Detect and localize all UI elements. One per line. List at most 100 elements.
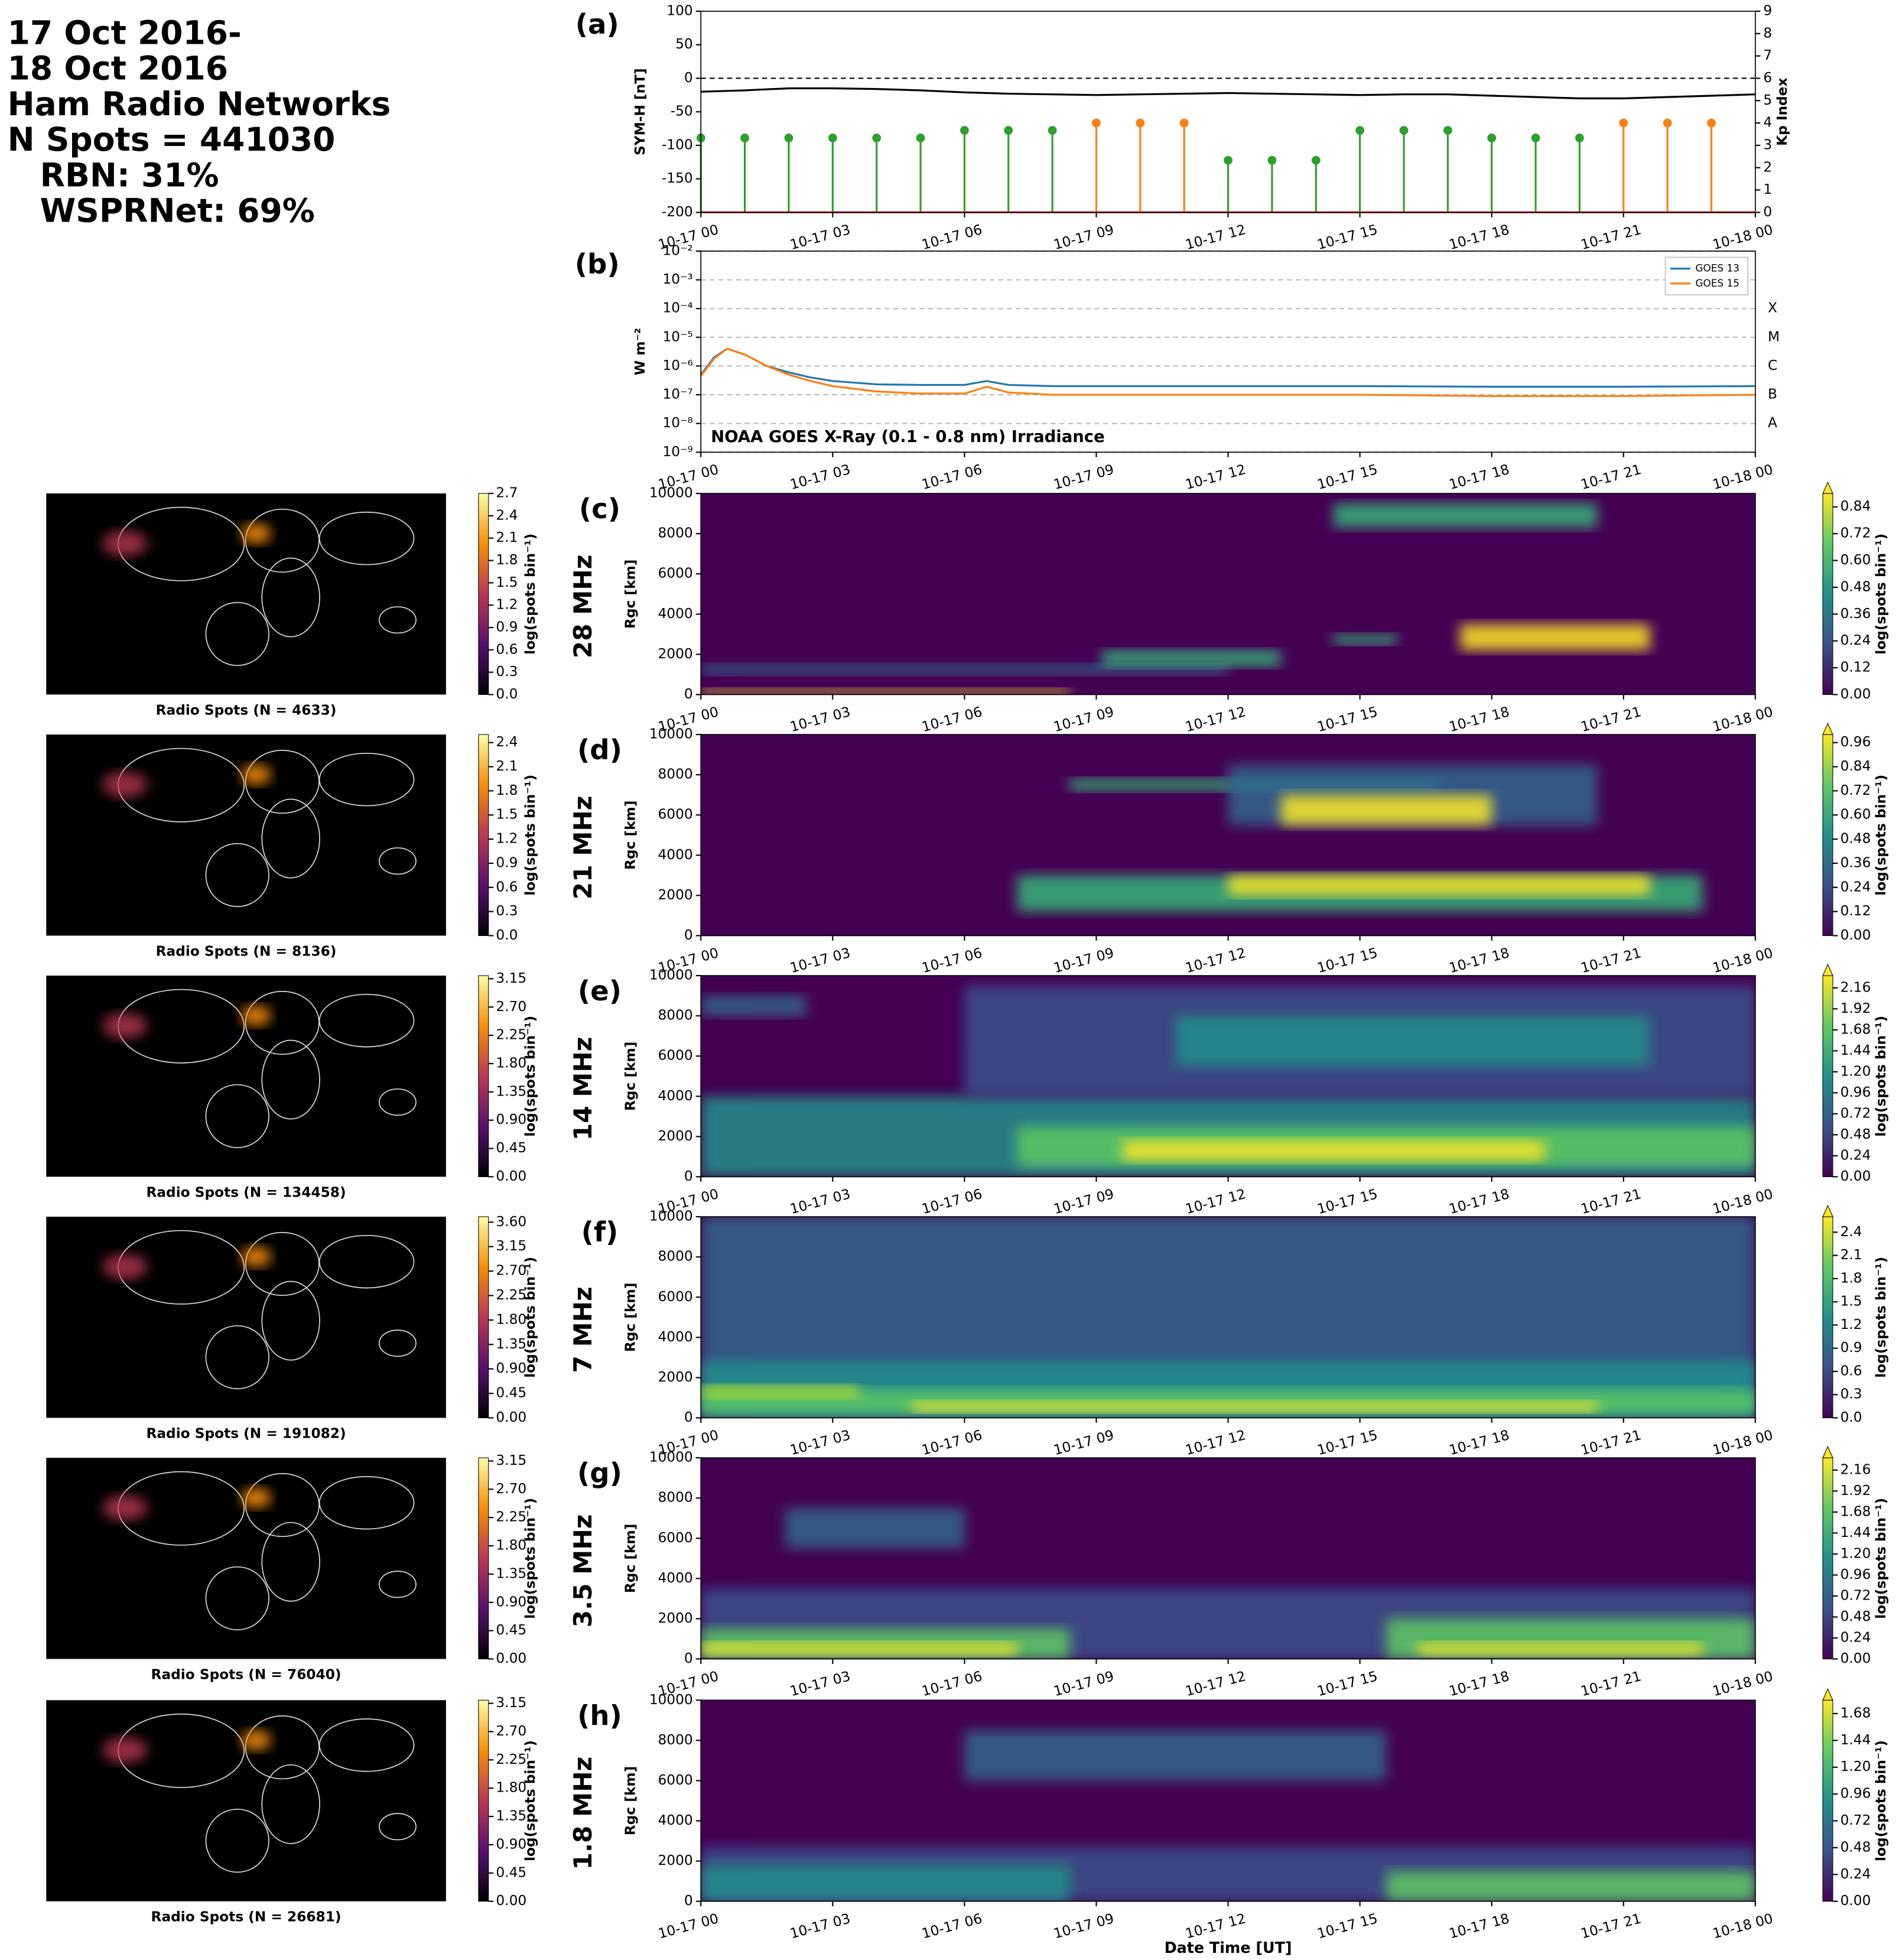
x-tick-label: 10-17 12 xyxy=(1183,1427,1247,1458)
y-tick-label: 0 xyxy=(684,686,693,702)
colorbar-tick-label: 0.24 xyxy=(1841,1866,1871,1882)
x-tick-label: 10-18 00 xyxy=(1711,222,1775,253)
colorbar-tick-label: 2.7 xyxy=(496,485,518,501)
colorbar-tick-label: 1.8 xyxy=(496,552,518,568)
heatmap-texture xyxy=(1280,795,1492,825)
y-tick-label: 0 xyxy=(684,1650,693,1666)
colorbar-tick-label: 1.92 xyxy=(1841,1000,1871,1016)
y-tick-label: 7 xyxy=(1763,47,1772,63)
y-tick-label: 8000 xyxy=(658,1490,693,1506)
colorbar-tick-label: 0.90 xyxy=(496,1836,526,1852)
colorbar-tick-label: 2.1 xyxy=(496,529,518,545)
x-tick-label: 10-17 06 xyxy=(920,461,984,493)
colorbar xyxy=(478,1216,489,1419)
colorbar-tick-label: 1.2 xyxy=(496,597,518,613)
x-tick-label: 10-18 00 xyxy=(1711,1427,1775,1458)
colorbar-tick-label: 1.68 xyxy=(1841,1021,1871,1037)
colorbar-tick-label: 0.00 xyxy=(496,1409,526,1425)
y-axis-label: Rgc [km] xyxy=(622,1524,638,1593)
band-label: 28 MHz xyxy=(568,555,597,659)
y-tick-label: 5 xyxy=(1763,92,1772,108)
header-line: 18 Oct 2016 xyxy=(8,50,228,87)
x-tick-label: 10-17 06 xyxy=(920,945,984,976)
band-label: 21 MHz xyxy=(568,796,597,900)
x-tick-label: 10-17 15 xyxy=(1315,222,1379,253)
colorbar-tick-label: 0.12 xyxy=(1841,659,1871,675)
colorbar-tick-label: 1.35 xyxy=(496,1808,526,1824)
colorbar-tick-label: 0.72 xyxy=(1841,782,1871,798)
x-tick-label: 10-17 06 xyxy=(920,1427,984,1458)
colorbar-tick-label: 0.9 xyxy=(496,854,518,870)
colorbar-tick-label: 0.6 xyxy=(496,879,518,895)
map-outline xyxy=(245,1715,320,1780)
map-outline xyxy=(245,508,320,573)
band-label: 7 MHz xyxy=(568,1286,597,1373)
colorbar-tick-label: 0.45 xyxy=(496,1385,526,1401)
y2-axis-label: Kp Index xyxy=(1774,78,1790,146)
kp-marker xyxy=(872,134,882,142)
map-spots xyxy=(102,1495,148,1520)
flare-class-label: A xyxy=(1768,415,1777,431)
x-tick-label: 10-18 00 xyxy=(1711,1186,1775,1217)
colorbar-tick-label: 1.68 xyxy=(1841,1503,1871,1519)
heatmap-texture xyxy=(1228,875,1650,896)
kp-marker xyxy=(784,134,794,142)
y-tick-label: 10000 xyxy=(649,1692,693,1708)
y-tick-label: 10000 xyxy=(649,1449,693,1465)
map-outline xyxy=(261,557,320,638)
colorbar-tick-label: 1.35 xyxy=(496,1083,526,1099)
colorbar xyxy=(1822,1457,1833,1660)
legend-box xyxy=(1664,256,1749,295)
kp-marker xyxy=(960,126,969,135)
x-tick-label: 10-17 06 xyxy=(920,704,984,735)
colorbar-label: log(spots bin⁻¹) xyxy=(1873,534,1889,655)
heatmap-texture xyxy=(701,996,807,1016)
heatmap xyxy=(701,734,1755,936)
colorbar-tick-label: 0.3 xyxy=(496,903,518,919)
colorbar xyxy=(478,493,489,695)
map-outline xyxy=(261,1522,320,1602)
kp-marker xyxy=(1048,126,1057,135)
y-tick-label: 10⁻⁷ xyxy=(662,386,692,402)
flare-class-label: X xyxy=(1768,300,1777,316)
panel-label: (h) xyxy=(577,1699,622,1731)
colorbar-tick-label: 2.70 xyxy=(496,999,526,1015)
kp-marker xyxy=(1663,118,1672,128)
y-tick-label: 2000 xyxy=(658,1852,693,1868)
y-tick-label: 10⁻⁵ xyxy=(662,329,692,344)
y-tick-label: 10⁻⁶ xyxy=(662,357,692,373)
colorbar-tick-label: 0.6 xyxy=(1841,1363,1862,1379)
x-tick-label: 10-17 06 xyxy=(920,1668,984,1699)
y-axis-label: Rgc [km] xyxy=(622,801,638,870)
colorbar-tick-label: 0.00 xyxy=(1841,1893,1871,1909)
y-tick-label: 8000 xyxy=(658,1007,693,1023)
colorbar-tick-label: 2.25 xyxy=(496,1027,526,1043)
colorbar-tick-label: 1.44 xyxy=(1841,1525,1871,1540)
x-tick-label: 10-17 03 xyxy=(788,1668,852,1699)
colorbar-label: log(spots bin⁻¹) xyxy=(522,1016,538,1137)
x-tick-label: 10-17 21 xyxy=(1579,704,1643,735)
kp-marker xyxy=(1311,155,1321,165)
y-tick-label: 0 xyxy=(1763,204,1772,220)
x-tick-label: 10-17 18 xyxy=(1448,1668,1511,1699)
colorbar-tick-label: 0.00 xyxy=(1841,1650,1871,1666)
colorbar-tick-label: 0.6 xyxy=(496,641,518,657)
x-tick-label: 10-17 15 xyxy=(1315,1910,1379,1942)
y-tick-label: 8000 xyxy=(658,1249,693,1265)
colorbar-tick-label: 1.2 xyxy=(496,831,518,847)
y-axis-label: Rgc [km] xyxy=(622,560,638,629)
colorbar-tick-label: 2.4 xyxy=(496,734,518,750)
heatmap xyxy=(701,493,1755,695)
y-tick-label: 4000 xyxy=(658,847,693,863)
y-tick-label: 6000 xyxy=(658,1772,693,1788)
data-line xyxy=(700,347,1755,397)
colorbar-extend xyxy=(1822,1204,1833,1217)
colorbar-tick-label: 0.90 xyxy=(496,1360,526,1376)
colorbar xyxy=(1822,1699,1833,1902)
band-label: 1.8 MHz xyxy=(568,1757,597,1870)
panel-label: (g) xyxy=(577,1457,622,1489)
panel-label: (a) xyxy=(575,8,619,40)
colorbar-tick-label: 0.3 xyxy=(1841,1386,1862,1402)
y-tick-label: 2000 xyxy=(658,887,693,903)
y-tick-label: 10000 xyxy=(649,1208,693,1224)
